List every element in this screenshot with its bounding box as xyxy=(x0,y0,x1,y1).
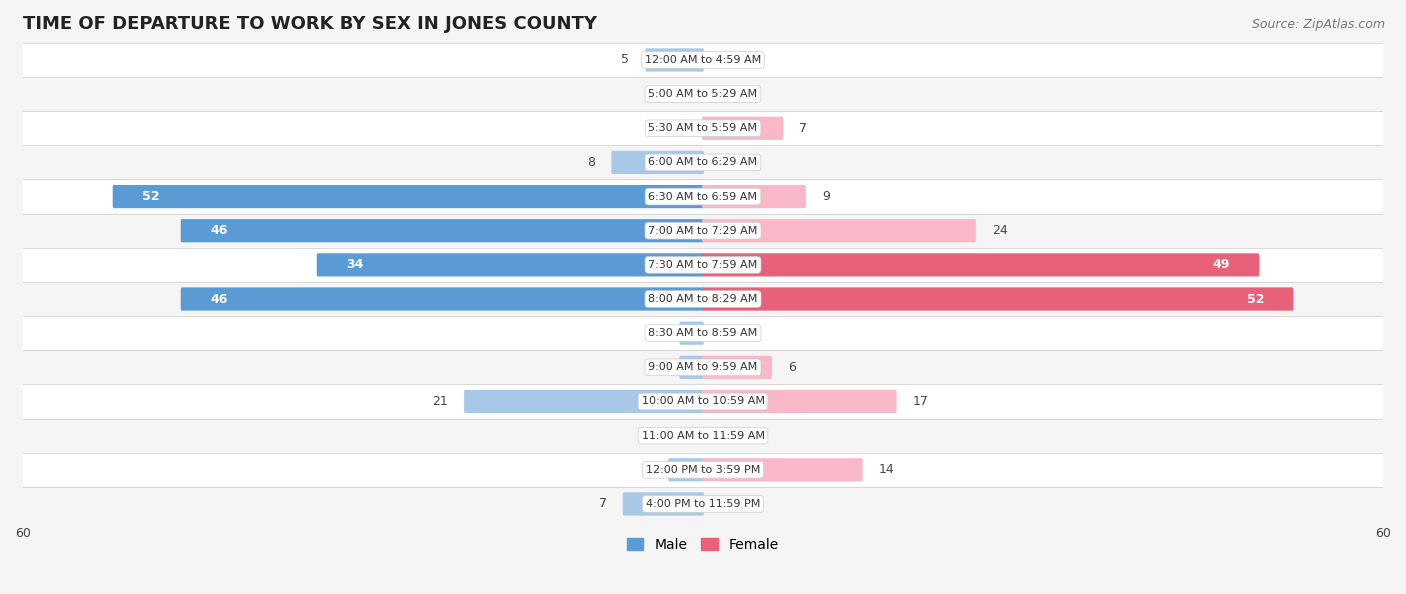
Legend: Male, Female: Male, Female xyxy=(621,532,785,557)
FancyBboxPatch shape xyxy=(668,458,704,481)
Text: 0: 0 xyxy=(678,122,686,135)
FancyBboxPatch shape xyxy=(22,77,1384,111)
Text: 0: 0 xyxy=(720,497,728,510)
FancyBboxPatch shape xyxy=(181,287,704,311)
FancyBboxPatch shape xyxy=(612,151,704,174)
Text: 7: 7 xyxy=(800,122,807,135)
Text: 6:00 AM to 6:29 AM: 6:00 AM to 6:29 AM xyxy=(648,157,758,168)
Text: 5:30 AM to 5:59 AM: 5:30 AM to 5:59 AM xyxy=(648,124,758,133)
FancyBboxPatch shape xyxy=(112,185,704,208)
FancyBboxPatch shape xyxy=(22,43,1384,77)
FancyBboxPatch shape xyxy=(22,350,1384,384)
FancyBboxPatch shape xyxy=(702,116,783,140)
Text: Source: ZipAtlas.com: Source: ZipAtlas.com xyxy=(1251,18,1385,31)
FancyBboxPatch shape xyxy=(702,356,772,379)
FancyBboxPatch shape xyxy=(316,253,704,276)
Text: 5: 5 xyxy=(621,53,630,67)
Text: 8:30 AM to 8:59 AM: 8:30 AM to 8:59 AM xyxy=(648,328,758,338)
Text: 7: 7 xyxy=(599,497,606,510)
FancyBboxPatch shape xyxy=(22,419,1384,453)
Text: 0: 0 xyxy=(720,53,728,67)
Text: 9: 9 xyxy=(823,190,830,203)
Text: 2: 2 xyxy=(655,327,664,340)
Text: TIME OF DEPARTURE TO WORK BY SEX IN JONES COUNTY: TIME OF DEPARTURE TO WORK BY SEX IN JONE… xyxy=(22,15,598,33)
Text: 24: 24 xyxy=(993,224,1008,237)
FancyBboxPatch shape xyxy=(645,48,704,71)
FancyBboxPatch shape xyxy=(702,458,863,481)
Text: 46: 46 xyxy=(209,292,228,305)
Text: 6:30 AM to 6:59 AM: 6:30 AM to 6:59 AM xyxy=(648,192,758,201)
Text: 46: 46 xyxy=(209,224,228,237)
FancyBboxPatch shape xyxy=(702,185,806,208)
FancyBboxPatch shape xyxy=(464,390,704,413)
FancyBboxPatch shape xyxy=(702,287,1294,311)
Text: 17: 17 xyxy=(912,395,928,408)
Text: 7:30 AM to 7:59 AM: 7:30 AM to 7:59 AM xyxy=(648,260,758,270)
Text: 12:00 AM to 4:59 AM: 12:00 AM to 4:59 AM xyxy=(645,55,761,65)
FancyBboxPatch shape xyxy=(22,487,1384,521)
FancyBboxPatch shape xyxy=(22,111,1384,146)
Text: 2: 2 xyxy=(655,361,664,374)
FancyBboxPatch shape xyxy=(22,316,1384,350)
Text: 4:00 PM to 11:59 PM: 4:00 PM to 11:59 PM xyxy=(645,499,761,509)
FancyBboxPatch shape xyxy=(22,384,1384,419)
FancyBboxPatch shape xyxy=(702,219,976,242)
Text: 0: 0 xyxy=(720,88,728,100)
FancyBboxPatch shape xyxy=(679,356,704,379)
Text: 8: 8 xyxy=(588,156,595,169)
Text: 21: 21 xyxy=(432,395,449,408)
FancyBboxPatch shape xyxy=(22,453,1384,487)
FancyBboxPatch shape xyxy=(22,248,1384,282)
FancyBboxPatch shape xyxy=(22,214,1384,248)
FancyBboxPatch shape xyxy=(702,253,1260,276)
Text: 12:00 PM to 3:59 PM: 12:00 PM to 3:59 PM xyxy=(645,465,761,475)
Text: 3: 3 xyxy=(644,463,652,476)
Text: 8:00 AM to 8:29 AM: 8:00 AM to 8:29 AM xyxy=(648,294,758,304)
FancyBboxPatch shape xyxy=(22,179,1384,214)
Text: 7:00 AM to 7:29 AM: 7:00 AM to 7:29 AM xyxy=(648,226,758,236)
FancyBboxPatch shape xyxy=(22,146,1384,179)
Text: 9:00 AM to 9:59 AM: 9:00 AM to 9:59 AM xyxy=(648,362,758,372)
Text: 0: 0 xyxy=(720,327,728,340)
Text: 34: 34 xyxy=(346,258,363,271)
FancyBboxPatch shape xyxy=(623,492,704,516)
Text: 0: 0 xyxy=(720,429,728,442)
Text: 52: 52 xyxy=(142,190,159,203)
Text: 11:00 AM to 11:59 AM: 11:00 AM to 11:59 AM xyxy=(641,431,765,441)
Text: 0: 0 xyxy=(678,429,686,442)
Text: 10:00 AM to 10:59 AM: 10:00 AM to 10:59 AM xyxy=(641,396,765,406)
Text: 5:00 AM to 5:29 AM: 5:00 AM to 5:29 AM xyxy=(648,89,758,99)
Text: 6: 6 xyxy=(787,361,796,374)
Text: 0: 0 xyxy=(720,156,728,169)
FancyBboxPatch shape xyxy=(22,282,1384,316)
Text: 52: 52 xyxy=(1247,292,1264,305)
Text: 0: 0 xyxy=(678,88,686,100)
FancyBboxPatch shape xyxy=(679,321,704,345)
Text: 14: 14 xyxy=(879,463,894,476)
FancyBboxPatch shape xyxy=(702,390,897,413)
FancyBboxPatch shape xyxy=(181,219,704,242)
Text: 49: 49 xyxy=(1212,258,1230,271)
